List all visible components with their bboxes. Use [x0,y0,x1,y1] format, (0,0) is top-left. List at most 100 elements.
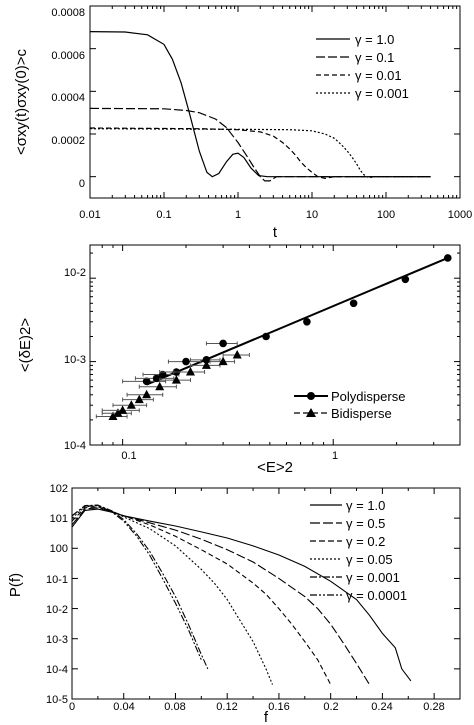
legend-label: Polydisperse [331,389,405,404]
y-tick-label: 102 [50,483,68,495]
legend-3: γ = 1.0 γ = 0.5 γ = 0.2 γ = 0.05 γ = 0.0… [310,498,407,603]
data-point-bidisperse [142,389,152,399]
data-point-polydisperse [443,254,452,262]
plot-frame-3 [71,487,461,700]
data-point-polydisperse [182,357,190,366]
series-line-3 [89,128,431,179]
y-tick-label: 10-1 [46,574,68,586]
fit-line [146,256,449,386]
y-axis-label-2: <(δE)2> [17,318,34,372]
x-tick-label: 1000 [448,209,472,221]
data-point-polydisperse [158,370,167,379]
y-tick-label: 10-2 [64,267,86,279]
y-tick-label: 0.0002 [51,135,85,147]
data-point-bidisperse [118,405,128,414]
legend-label: Bidisperse [331,406,392,421]
series-line-5 [71,505,202,661]
data-point-bidisperse [113,408,123,417]
x-tick-label: 1 [332,450,338,462]
y-tick-label: 10-2 [46,604,68,616]
x-tick-label: 0.12 [216,701,237,713]
x-tick-label: 0.16 [268,701,289,713]
legend-marker-triangle [306,408,316,417]
data-point-polydisperse [219,339,227,348]
data-point-bidisperse [108,411,118,420]
legend-label: γ = 1.0 [355,32,394,47]
x-tick-label: 10 [306,209,318,221]
panel-fluctuations: 0.1 1 10-4 10-3 10-2 <E>2 <(δE)2> Polydi… [17,244,461,476]
data-point-bidisperse [232,349,242,359]
data-point-polydisperse [152,374,161,383]
legend-label: γ = 0.1 [355,50,394,65]
series-marks-2 [95,254,452,420]
y-tick-label: 0.0008 [51,7,85,19]
series-line-1 [89,107,431,182]
x-tick-label: 100 [377,209,395,221]
x-tick-label: 1 [235,209,241,221]
legend-2: Polydisperse Bidisperse [294,389,405,421]
legend-label: γ = 0.01 [355,68,402,83]
series-line-2 [71,506,332,685]
data-point-bidisperse [218,356,228,366]
legend-1: γ = 1.0 γ = 0.1 γ = 0.01 γ = 0.001 [316,32,409,101]
data-point-polydisperse [303,318,311,326]
data-point-polydisperse [142,377,151,386]
y-tick-label: 0.0004 [51,92,85,104]
data-point-polydisperse [401,275,410,284]
legend-label: γ = 0.0001 [346,588,407,603]
data-point-polydisperse [349,299,358,308]
y-tick-label: 0 [79,178,85,190]
plot-frame-1 [89,5,461,199]
x-tick-label: 0.1 [121,450,136,462]
y-axis-label-3: P(f) [7,573,24,597]
legend-marker-circle [307,392,315,400]
data-point-bidisperse [134,394,144,404]
axis-ticks-2 [89,245,461,446]
legend-label: γ = 0.2 [346,534,385,549]
series-line-3 [71,505,274,685]
x-tick-label: 0.24 [371,701,392,713]
y-tick-label: 10-5 [46,694,68,706]
data-point-bidisperse [126,400,136,409]
series-line-2 [89,127,431,180]
data-point-bidisperse [171,375,181,384]
plot-frame-2 [89,244,461,446]
x-tick-label: 0.08 [164,701,185,713]
y-axis-label-1: <σxy(t)σxy(0)>c [13,48,30,155]
x-axis-label-3: f [264,709,269,725]
x-axis-label-2: <E>2 [257,459,293,476]
panel-distribution: 0 0.04 0.08 0.12 0.16 0.2 0.24 0.28 10-5… [7,483,461,725]
x-tick-label: 0.1 [156,209,171,221]
legend-label: γ = 0.5 [346,516,385,531]
series-lines-3 [71,504,412,685]
y-tick-label: 10-3 [64,354,86,366]
series-line-0 [71,508,412,682]
y-tick-label: 0.0006 [51,50,85,62]
y-tick-label: 10-3 [46,634,68,646]
x-tick-label: 0.2 [323,701,338,713]
x-axis-label-1: t [273,224,278,241]
x-tick-label: 0.28 [423,701,444,713]
legend-label: γ = 0.001 [346,570,400,585]
series-line-4 [71,504,209,670]
data-point-polydisperse [262,332,270,341]
y-tick-label: 101 [50,513,68,525]
y-tick-label: 100 [50,543,68,555]
y-tick-label: 10-4 [64,440,86,452]
data-point-bidisperse [185,367,195,376]
series-lines-1 [89,31,431,182]
x-tick-label: 0.04 [113,701,134,713]
legend-label: γ = 0.05 [346,552,393,567]
panel-correlation: 0.01 0.1 1 10 100 1000 0 0.0002 0.0004 0… [13,5,472,241]
axis-ticks-1 [89,5,461,198]
legend-label: γ = 0.001 [355,86,409,101]
y-tick-label: 10-4 [46,664,68,676]
series-line-1 [71,507,370,685]
data-point-bidisperse [201,360,211,369]
x-tick-label: 0 [69,701,75,713]
data-point-polydisperse [202,356,211,364]
data-point-bidisperse [155,381,165,391]
legend-label: γ = 1.0 [346,498,385,513]
x-tick-label: 0.01 [79,209,100,221]
